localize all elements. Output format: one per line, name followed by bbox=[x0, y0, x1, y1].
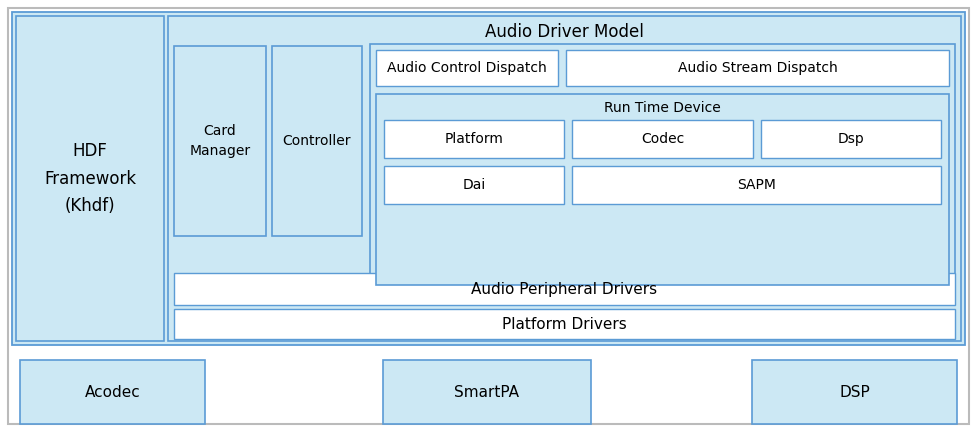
Text: HDF
Framework
(Khdf): HDF Framework (Khdf) bbox=[44, 142, 136, 215]
Bar bbox=[16, 16, 164, 341]
Bar bbox=[272, 46, 362, 236]
Text: Acodec: Acodec bbox=[85, 385, 141, 399]
Bar bbox=[370, 44, 955, 291]
Bar bbox=[573, 166, 941, 204]
Bar bbox=[376, 50, 558, 86]
Text: Audio Peripheral Drivers: Audio Peripheral Drivers bbox=[472, 282, 658, 296]
Text: SAPM: SAPM bbox=[738, 178, 776, 192]
Text: Codec: Codec bbox=[641, 132, 684, 146]
Text: Dsp: Dsp bbox=[837, 132, 865, 146]
Bar bbox=[384, 120, 565, 158]
Bar bbox=[384, 166, 565, 204]
Bar bbox=[376, 94, 949, 285]
Text: Audio Control Dispatch: Audio Control Dispatch bbox=[387, 61, 547, 75]
Bar bbox=[168, 16, 961, 341]
Text: Platform Drivers: Platform Drivers bbox=[502, 317, 627, 331]
Bar bbox=[174, 273, 955, 305]
Text: Platform: Platform bbox=[445, 132, 503, 146]
Bar bbox=[174, 309, 955, 339]
Bar bbox=[752, 360, 957, 424]
Bar bbox=[761, 120, 941, 158]
Bar bbox=[12, 12, 965, 345]
Text: Run Time Device: Run Time Device bbox=[604, 101, 721, 115]
Text: Audio Driver Model: Audio Driver Model bbox=[485, 23, 644, 41]
Text: Controller: Controller bbox=[282, 134, 352, 148]
Bar bbox=[20, 360, 205, 424]
Text: DSP: DSP bbox=[839, 385, 870, 399]
Text: Dai: Dai bbox=[462, 178, 486, 192]
Bar bbox=[383, 360, 591, 424]
Text: SmartPA: SmartPA bbox=[454, 385, 520, 399]
Text: Audio Stream Dispatch: Audio Stream Dispatch bbox=[678, 61, 837, 75]
Bar bbox=[174, 46, 266, 236]
Text: Card
Manager: Card Manager bbox=[190, 124, 250, 158]
Bar bbox=[566, 50, 949, 86]
Bar bbox=[573, 120, 752, 158]
